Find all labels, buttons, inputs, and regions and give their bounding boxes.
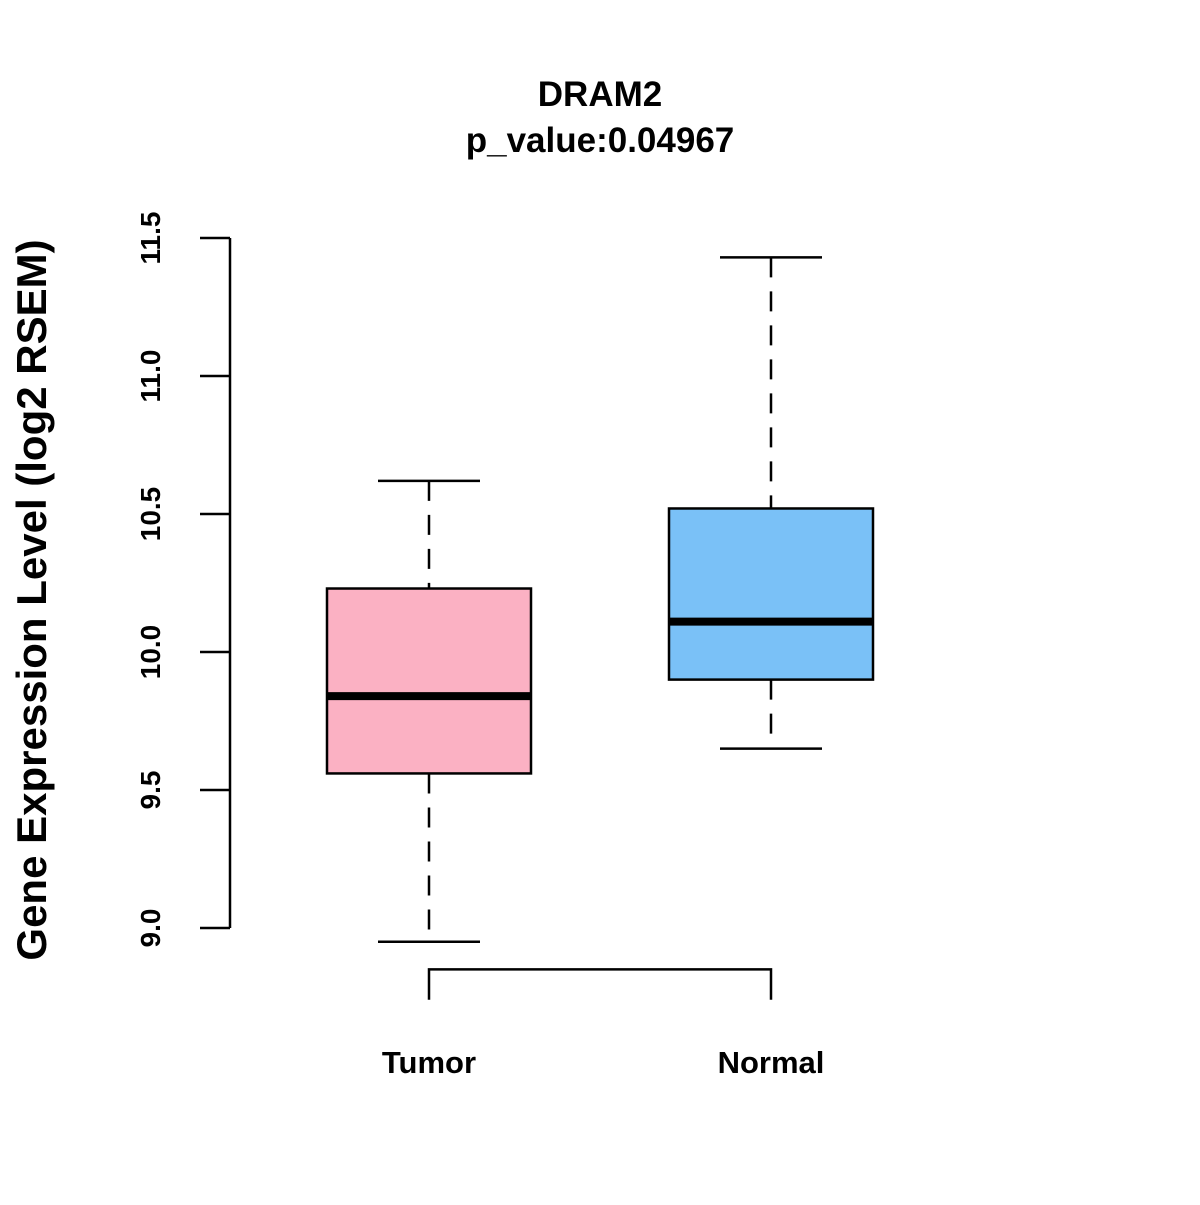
y-axis: 9.0 9.5 10.0 10.5 11.0 11.5 xyxy=(135,212,232,948)
y-tick-label: 11.0 xyxy=(135,350,166,403)
iqr-box xyxy=(325,587,533,775)
category-label-tumor: Tumor xyxy=(382,1045,476,1080)
y-tick-label: 10.5 xyxy=(135,487,166,542)
category-labels: Tumor Normal xyxy=(382,1045,824,1080)
comparison-bracket xyxy=(427,968,773,1000)
y-tick-label: 10.0 xyxy=(135,625,166,680)
bracket-line xyxy=(427,968,773,1000)
chart-subtitle: p_value:0.04967 xyxy=(466,121,735,160)
boxes-group xyxy=(325,256,875,944)
category-label-normal: Normal xyxy=(718,1045,825,1080)
y-tick-label: 11.5 xyxy=(135,212,166,265)
y-tick-label: 9.5 xyxy=(135,771,166,810)
box-normal xyxy=(667,256,875,750)
chart-title: DRAM2 xyxy=(538,75,662,114)
y-tick-label: 9.0 xyxy=(135,909,166,948)
iqr-box xyxy=(667,507,875,681)
y-axis-label: Gene Expression Level (log2 RSEM) xyxy=(8,239,55,960)
box-tumor xyxy=(325,479,533,944)
